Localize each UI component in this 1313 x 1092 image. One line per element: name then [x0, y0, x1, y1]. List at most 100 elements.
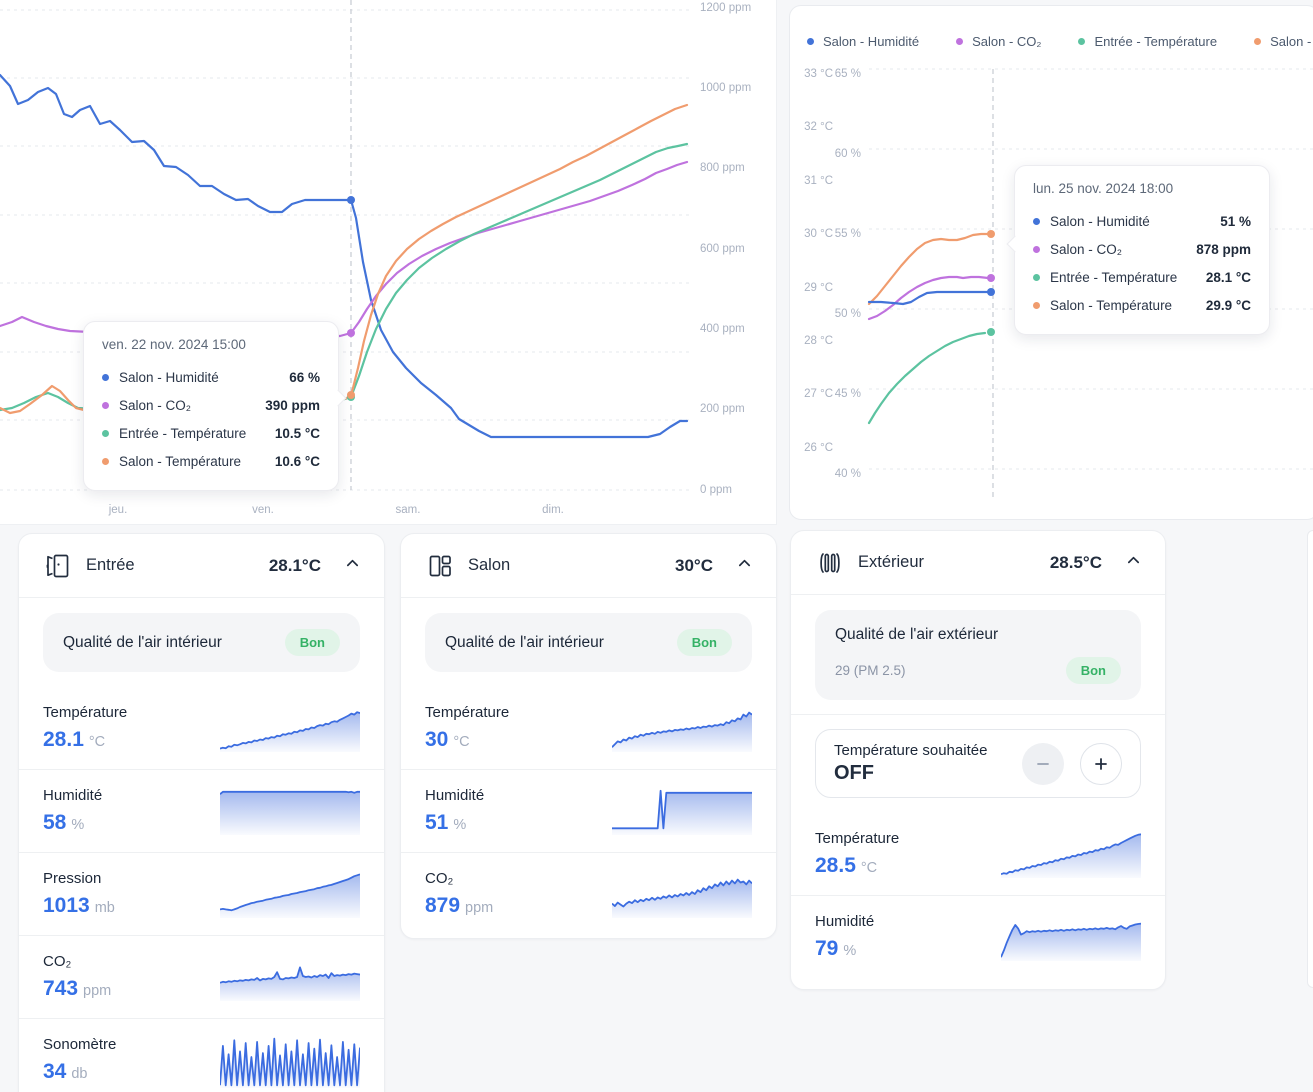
tooltip-row: Salon - CO₂ 390 ppm: [102, 391, 320, 419]
chart-legend: Salon - Humidité Salon - CO₂ Entrée - Te…: [807, 34, 1313, 49]
room-header-entree[interactable]: Entrée 28.1°C: [19, 534, 384, 598]
metric-unit: °C: [453, 733, 470, 750]
air-quality-label: Qualité de l'air extérieur: [835, 626, 999, 643]
legend-label: Salon - Humidité: [823, 34, 920, 49]
comparison-chart-panel: Salon - Humidité Salon - CO₂ Entrée - Te…: [789, 5, 1313, 520]
pressure-sparkline: [220, 873, 360, 918]
temperature-sparkline: [1001, 832, 1141, 878]
radiator-icon: [815, 548, 845, 578]
tooltip-row: Salon - Température 10.6 °C: [102, 447, 320, 475]
series-label: Salon - Humidité: [1050, 213, 1150, 229]
humidity-sparkline: [220, 790, 360, 835]
legend-item[interactable]: Entrée - Température: [1078, 34, 1217, 49]
air-quality-label: Qualité de l'air intérieur: [445, 633, 604, 651]
series-dot: [102, 373, 109, 381]
legend-item[interactable]: Salon - Humidité: [807, 34, 919, 49]
status-badge: Bon: [1065, 657, 1121, 684]
tooltip-row: Salon - Humidité 51 %: [1033, 207, 1251, 235]
metric-unit: %: [843, 943, 857, 959]
metric-unit: ppm: [83, 983, 112, 999]
thermostat-section: Température souhaitée OFF: [791, 714, 1165, 812]
room-header-exterieur[interactable]: Extérieur 28.5°C: [791, 531, 1165, 595]
series-dot: [1078, 38, 1086, 45]
series-value: 51 %: [1220, 213, 1251, 229]
series-value: 390 ppm: [265, 397, 320, 413]
metric-value: 1013: [43, 894, 90, 917]
setpoint-value: OFF: [834, 762, 874, 784]
room-name: Extérieur: [858, 553, 925, 571]
room-header-salon[interactable]: Salon 30°C: [401, 534, 776, 598]
temperature-sparkline: [220, 710, 360, 752]
series-value: 29.9 °C: [1205, 297, 1251, 313]
series-label: Salon - CO₂: [119, 397, 192, 413]
metric-value: 28.1: [43, 727, 84, 751]
air-quality-section: Qualité de l'air intérieur Bon: [19, 598, 384, 686]
air-quality-pill: Qualité de l'air intérieur Bon: [43, 613, 360, 672]
metric-value: 28.5: [815, 853, 856, 877]
series-dot: [1033, 301, 1040, 309]
series-label: Salon - CO₂: [1050, 241, 1123, 257]
metric-row-co2: CO₂ 743 ppm: [19, 935, 384, 1018]
decrease-temperature-button[interactable]: [1022, 742, 1064, 785]
humidity-sparkline: [612, 789, 752, 835]
next-room-card-edge[interactable]: [1307, 530, 1313, 988]
chart-tooltip: ven. 22 nov. 2024 15:00 Salon - Humidité…: [83, 321, 339, 491]
series-dot: [1033, 273, 1040, 281]
series-label: Entrée - Température: [1050, 269, 1178, 285]
sound-sparkline: [220, 1037, 360, 1088]
series-dot: [1254, 38, 1262, 45]
metric-row-temperature: Température 30 °C: [401, 686, 776, 769]
co2-sparkline: [612, 878, 752, 918]
thermostat-box: Température souhaitée OFF: [815, 729, 1141, 798]
legend-item[interactable]: Salon - CO₂: [956, 34, 1041, 49]
room-temperature: 28.5°C: [1049, 552, 1102, 572]
metric-value: 743: [43, 977, 79, 1000]
metric-row-humidity: Humidité 51%: [401, 769, 776, 852]
series-dot: [807, 38, 814, 45]
metric-row-temperature: Température 28.5 °C: [791, 812, 1165, 895]
series-value: 10.5 °C: [274, 425, 320, 441]
air-quality-label: Qualité de l'air intérieur: [63, 633, 222, 651]
legend-item[interactable]: Salon - Température: [1254, 34, 1313, 49]
tooltip-row: Entrée - Température 10.5 °C: [102, 419, 320, 447]
humidity-sparkline: [1001, 922, 1141, 961]
room-name: Entrée: [86, 556, 135, 574]
legend-label: Entrée - Température: [1094, 34, 1218, 49]
series-dot: [102, 457, 109, 465]
series-value: 28.1 °C: [1205, 269, 1251, 285]
series-value: 878 ppm: [1196, 241, 1251, 257]
metric-unit: °C: [860, 859, 878, 876]
metric-unit: %: [71, 817, 85, 833]
air-quality-section: Qualité de l'air intérieur Bon: [401, 598, 776, 686]
series-label: Salon - Température: [1050, 297, 1173, 313]
metric-unit: %: [453, 817, 467, 833]
series-dot: [956, 38, 964, 45]
chevron-up-icon[interactable]: [1126, 553, 1141, 573]
metric-value: 79: [815, 937, 839, 960]
metric-value: 51: [425, 811, 449, 834]
room-temperature: 28.1°C: [268, 555, 321, 575]
chevron-up-icon[interactable]: [737, 556, 752, 576]
legend-label: Salon - CO₂: [972, 34, 1042, 49]
tooltip-date: ven. 22 nov. 2024 15:00: [102, 337, 246, 352]
chevron-up-icon[interactable]: [345, 556, 360, 576]
series-dot: [1033, 245, 1040, 253]
series-value: 10.6 °C: [274, 453, 320, 469]
metric-row-humidity: Humidité 58%: [19, 769, 384, 852]
history-line-chart[interactable]: [0, 0, 777, 525]
pm25-value: 29 (PM 2.5): [835, 663, 906, 678]
metric-unit: °C: [88, 733, 106, 750]
increase-temperature-button[interactable]: [1080, 742, 1122, 785]
air-quality-section: Qualité de l'air extérieur 29 (PM 2.5) B…: [791, 595, 1165, 714]
metric-value: 879: [425, 894, 461, 917]
history-chart-panel: 1200 ppm 1000 ppm 800 ppm 600 ppm 400 ppm 200…: [0, 0, 777, 525]
series-label: Salon - Température: [119, 453, 242, 469]
status-badge: Bon: [284, 629, 340, 656]
tooltip-date: lun. 25 nov. 2024 18:00: [1033, 181, 1174, 196]
series-dot: [1033, 217, 1040, 225]
temperature-sparkline: [612, 711, 752, 752]
metric-row-humidity: Humidité 79%: [791, 895, 1165, 978]
metric-row-temperature: Température 28.1 °C: [19, 686, 384, 769]
co2-sparkline: [220, 966, 360, 1001]
